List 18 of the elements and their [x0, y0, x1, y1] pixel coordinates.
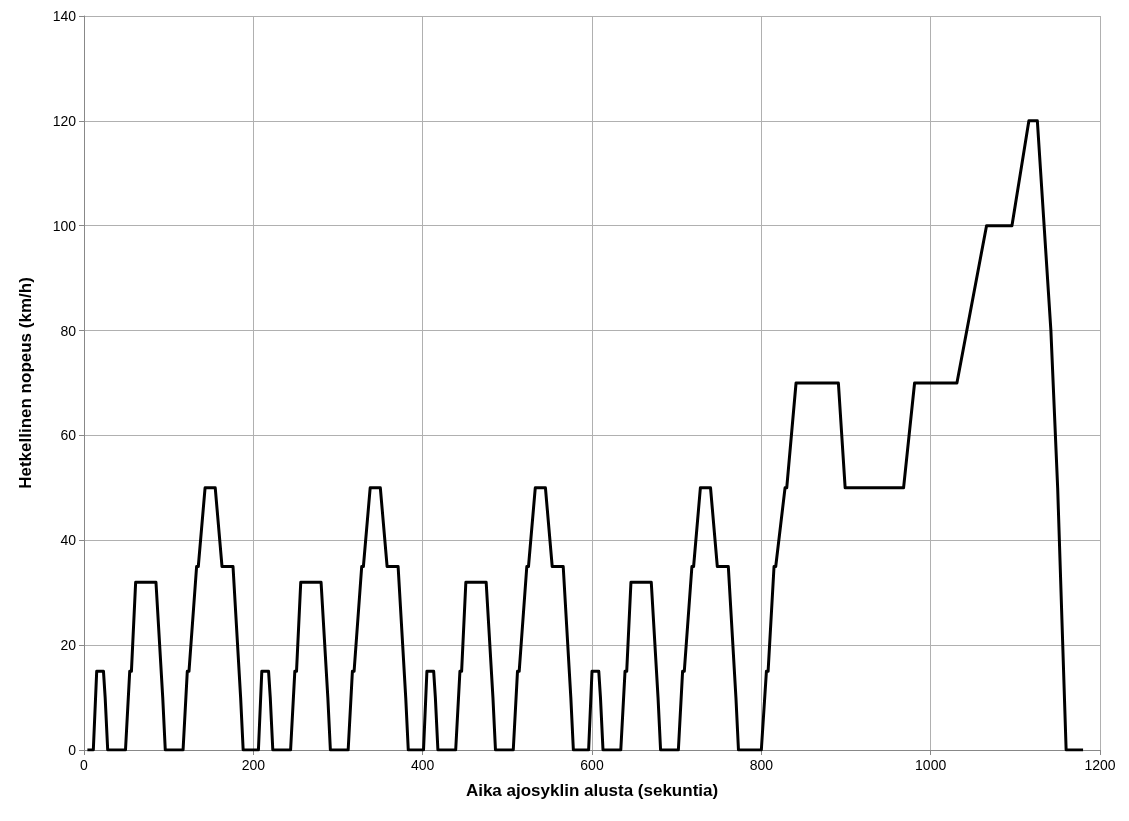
x-tick-label: 800	[749, 757, 774, 773]
y-axis-title: Hetkellinen nopeus (km/h)	[16, 277, 35, 489]
x-tick-label: 1000	[915, 757, 947, 773]
y-tick-label: 40	[60, 532, 77, 549]
x-tick-label: 1200	[1084, 757, 1116, 773]
x-axis-title: Aika ajosyklin alusta (sekuntia)	[465, 781, 719, 800]
x-tick-label: 600	[580, 757, 604, 773]
y-tick-label: 60	[60, 427, 77, 444]
y-tick-label: 120	[52, 112, 77, 129]
x-tick-label: 400	[410, 757, 435, 773]
x-tick-label: 0	[80, 757, 89, 773]
x-tick-label: 200	[241, 757, 266, 773]
y-tick-label: 80	[60, 322, 77, 339]
y-tick-label: 100	[52, 217, 77, 234]
line-series	[85, 119, 1085, 752]
y-tick-label: 20	[60, 637, 77, 654]
y-tick-label: 0	[68, 742, 77, 758]
y-tick-label: 140	[52, 8, 77, 24]
